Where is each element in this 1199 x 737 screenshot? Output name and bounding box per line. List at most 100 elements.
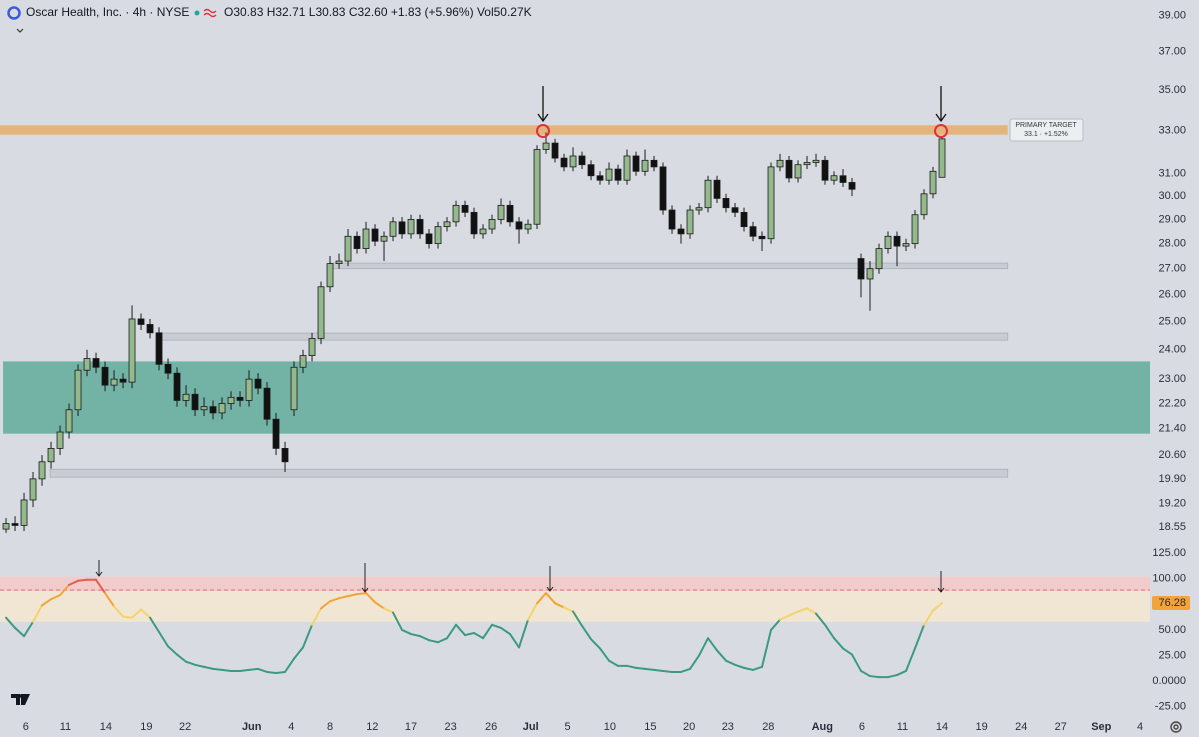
candle-body — [191, 393, 199, 411]
oscillator-segment — [464, 632, 476, 637]
oscillator-segment — [797, 607, 809, 613]
y-tick-label: 25.00 — [1158, 649, 1186, 661]
candle-body — [848, 182, 856, 190]
symbol-name: Oscar Health, Inc. · 4h · NYSE — [26, 5, 189, 19]
candle-body — [407, 219, 415, 235]
oscillator-segment — [734, 663, 746, 669]
candle-body — [488, 219, 496, 230]
candle-body — [668, 209, 676, 230]
candle-body — [155, 332, 163, 365]
oscillator-segment — [356, 592, 368, 596]
oscillator-segment — [635, 666, 647, 670]
zone — [0, 576, 1150, 592]
oscillator-segment — [815, 612, 827, 626]
oscillator-segment — [545, 592, 557, 605]
zone — [49, 468, 1009, 478]
x-tick-label: 10 — [604, 721, 616, 733]
candle-body — [920, 193, 928, 216]
status-dot — [194, 10, 200, 16]
oscillator-segment — [5, 616, 17, 629]
candle-body — [884, 235, 892, 249]
zone — [0, 591, 1150, 622]
candle-body — [416, 219, 424, 235]
oscillator-segment — [662, 669, 674, 673]
oscillator-segment — [77, 578, 89, 582]
oscillator-segment — [491, 623, 503, 629]
oscillator-segment — [374, 601, 386, 610]
candle-body — [227, 396, 235, 404]
candle-body — [398, 221, 406, 235]
candle-body — [569, 155, 577, 168]
candle-body — [794, 164, 802, 179]
collapse-chevron[interactable] — [16, 28, 24, 33]
oscillator-segment — [50, 594, 62, 601]
candle-body — [83, 358, 91, 371]
candle-body — [857, 258, 865, 280]
oscillator-segment — [221, 668, 233, 672]
oscillator-segment — [428, 639, 440, 644]
oscillator-segment — [176, 653, 188, 663]
y-tick-label: 23.00 — [1158, 373, 1186, 385]
x-tick-label: 23 — [444, 721, 456, 733]
candle-body — [290, 366, 298, 411]
oscillator-segment — [689, 654, 701, 670]
arrow-head — [935, 113, 947, 123]
oscillator-segment — [851, 653, 863, 672]
oscillator-segment — [806, 607, 818, 615]
candle-body — [515, 221, 523, 230]
candle-body — [659, 166, 667, 211]
oscillator-segment — [455, 623, 467, 637]
candle-body — [641, 159, 649, 172]
oscillator-segment — [419, 635, 431, 642]
oscillator-segment — [473, 632, 485, 640]
x-tick-label: 14 — [100, 721, 112, 733]
oscillator-segment — [887, 674, 899, 679]
oscillator-segment — [563, 606, 575, 613]
oscillator-segment — [770, 618, 782, 631]
y-tick-label: 20.60 — [1158, 449, 1186, 461]
candle-body — [560, 157, 568, 168]
gear-center[interactable] — [1173, 724, 1179, 730]
candle-body — [785, 159, 793, 179]
oscillator-segment — [833, 637, 845, 650]
candle-body — [425, 233, 433, 245]
candle-body — [362, 228, 370, 249]
candle-body — [254, 378, 262, 389]
oscillator-segment — [365, 592, 377, 604]
x-tick-label: 20 — [683, 721, 695, 733]
candle-body — [434, 226, 442, 245]
x-tick-label: 23 — [722, 721, 734, 733]
candle-body — [173, 372, 181, 401]
candle-body — [839, 175, 847, 183]
candle-body — [749, 226, 757, 237]
oscillator-segment — [698, 637, 710, 657]
candle-body — [542, 142, 550, 150]
oscillator-segment — [68, 579, 80, 586]
x-tick-label: 19 — [975, 721, 987, 733]
candle-body — [803, 162, 811, 166]
arrow-head — [546, 586, 554, 592]
candle-body — [38, 461, 46, 480]
x-tick-label: Sep — [1091, 721, 1111, 733]
oscillator-segment — [860, 669, 872, 678]
candle-body — [911, 214, 919, 245]
logo — [11, 694, 30, 705]
candle-body — [110, 378, 118, 386]
oscillator-segment — [824, 623, 836, 640]
x-tick-label: 11 — [60, 721, 71, 733]
x-tick-label: Jun — [242, 721, 262, 733]
y-tick-label: 27.00 — [1158, 263, 1186, 275]
gear[interactable] — [1170, 721, 1182, 733]
oscillator-segment — [536, 592, 548, 605]
arrow-head — [937, 587, 945, 593]
candle-body — [758, 235, 766, 240]
open-value: O30.83 — [224, 5, 264, 19]
candle-body — [479, 228, 487, 235]
x-tick-label: 28 — [762, 721, 774, 733]
candle-body — [308, 338, 316, 356]
oscillator-segment — [446, 623, 458, 640]
settings-icon[interactable] — [1170, 721, 1182, 733]
candle-body — [299, 355, 307, 368]
y-tick-label: -25.00 — [1155, 701, 1186, 713]
